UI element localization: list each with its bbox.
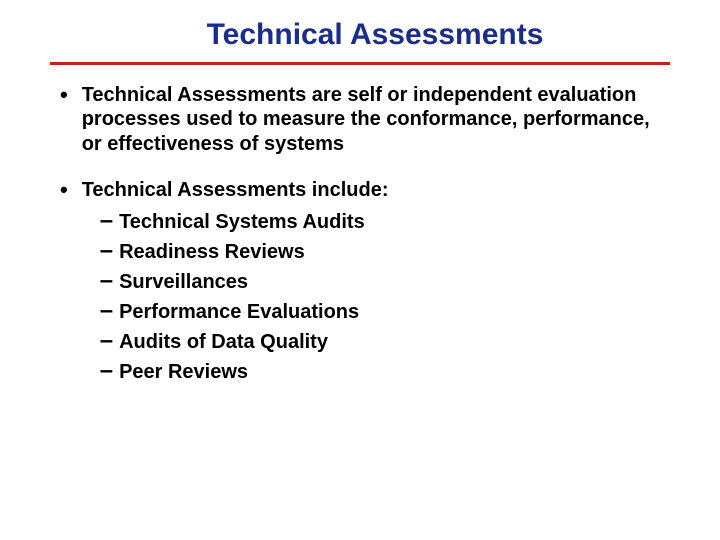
dash-icon: – (100, 207, 113, 235)
sub-text: Readiness Reviews (119, 241, 305, 264)
slide-title: Technical Assessments (80, 18, 670, 52)
dash-icon: – (100, 357, 113, 385)
sub-list: – Technical Systems Audits – Readiness R… (82, 207, 389, 385)
sub-item: – Technical Systems Audits (100, 207, 389, 235)
sub-item: – Peer Reviews (100, 357, 389, 385)
sub-item: – Performance Evaluations (100, 297, 389, 325)
sub-item: – Surveillances (100, 267, 389, 295)
sub-text: Performance Evaluations (119, 301, 359, 324)
sub-text: Technical Systems Audits (119, 211, 365, 234)
bullet-text: Technical Assessments include: (82, 179, 389, 201)
bullet-item-2: • Technical Assessments include: – Techn… (50, 178, 670, 384)
sub-text: Peer Reviews (119, 361, 248, 384)
sub-text: Surveillances (119, 271, 248, 294)
sub-item: – Audits of Data Quality (100, 327, 389, 355)
dash-icon: – (100, 297, 113, 325)
bullet-dot-icon: • (60, 83, 68, 107)
dash-icon: – (100, 237, 113, 265)
sub-item: – Readiness Reviews (100, 237, 389, 265)
title-divider (50, 62, 670, 65)
bullet-text: Technical Assessments are self or indepe… (82, 83, 670, 156)
dash-icon: – (100, 327, 113, 355)
bullet-dot-icon: • (60, 178, 68, 202)
slide-container: Technical Assessments • Technical Assess… (0, 0, 720, 540)
dash-icon: – (100, 267, 113, 295)
bullet-item-1: • Technical Assessments are self or inde… (50, 83, 670, 156)
sub-text: Audits of Data Quality (119, 331, 328, 354)
